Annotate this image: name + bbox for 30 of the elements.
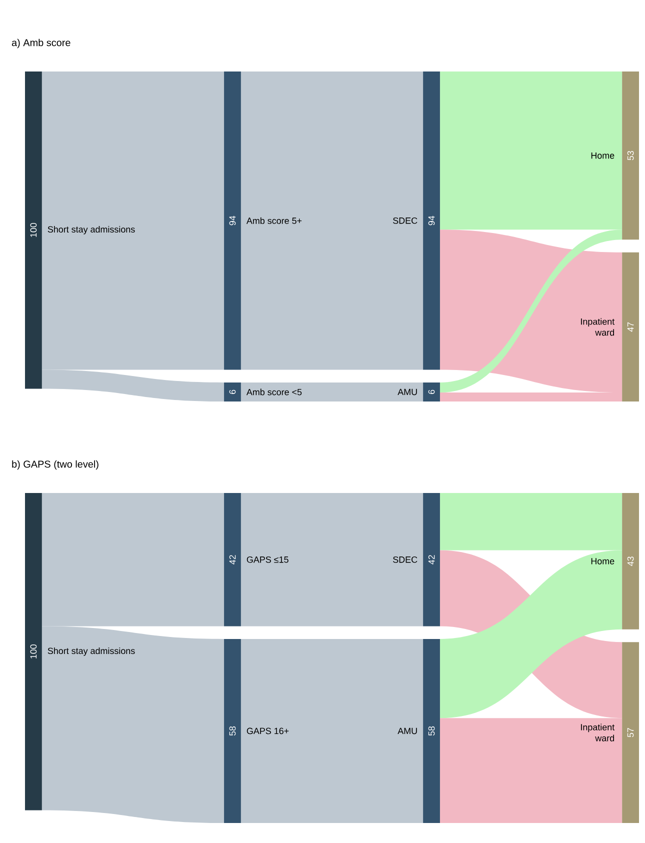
data-label: 100: [30, 644, 37, 658]
category-label: SDEC: [393, 217, 418, 224]
category-label: Short stay admissions: [48, 226, 135, 234]
category-label: Home: [591, 152, 614, 159]
data-label: 58: [428, 726, 435, 736]
data-label: 53: [627, 150, 634, 160]
text: b) GAPS (two level): [12, 460, 98, 470]
data-label: 94: [229, 216, 236, 226]
category-label: Inpatient ward: [581, 318, 615, 336]
text: a) Amb score: [12, 38, 70, 48]
category-label: AMU: [398, 388, 417, 396]
data-label: 47: [627, 322, 634, 332]
category-label: AMU: [398, 728, 417, 734]
data-label: 42: [229, 555, 236, 564]
data-label: 57: [627, 728, 634, 738]
data-label: 6: [229, 390, 236, 394]
category-label: GAPS ≤15: [246, 556, 288, 563]
data-label: 58: [229, 726, 236, 736]
data-label: 6: [428, 390, 435, 394]
category-label: Amb score <5: [246, 388, 302, 396]
category-label: Amb score 5+: [246, 217, 302, 224]
category-label: Short stay admissions: [48, 647, 135, 656]
category-label: Inpatient ward: [581, 724, 615, 742]
data-label: 94: [428, 216, 435, 226]
data-label: 100: [30, 223, 37, 237]
category-label: SDEC: [393, 556, 418, 563]
category-label: Home: [591, 558, 614, 564]
category-label: GAPS 16+: [246, 728, 289, 734]
data-label: 43: [627, 556, 634, 566]
data-label: 42: [428, 555, 435, 564]
